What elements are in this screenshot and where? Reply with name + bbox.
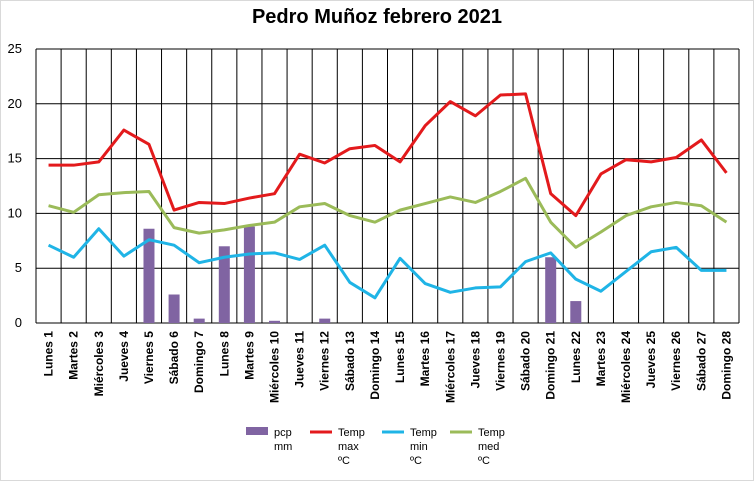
x-tick-label: Domingo 7 (192, 331, 206, 393)
x-tick-label: Lunes 1 (42, 331, 56, 377)
y-tick-label: 15 (8, 151, 22, 166)
x-tick-label: Jueves 25 (644, 331, 658, 389)
x-tick-label: Lunes 15 (393, 331, 407, 383)
bar-pcp (243, 226, 255, 323)
x-tick-label: Miércoles 24 (619, 331, 633, 403)
legend-label: pcp mm (274, 427, 292, 453)
x-tick-label: Miércoles 17 (443, 331, 457, 403)
x-tick-label: Lunes 22 (569, 331, 583, 383)
bar-pcp (545, 257, 557, 323)
series-line (48, 92, 728, 218)
x-tick-label: Miércoles 10 (268, 331, 282, 403)
x-tick-label: Jueves 4 (117, 331, 131, 382)
bar-pcp (193, 318, 205, 323)
y-tick-label: 5 (15, 260, 22, 275)
x-tick-label: Jueves 11 (293, 331, 307, 388)
x-tick-label: Domingo 28 (719, 331, 733, 400)
bar-pcp (218, 246, 230, 323)
series-line (48, 176, 728, 249)
x-tick-label: Martes 16 (418, 331, 432, 387)
y-tick-label: 10 (8, 205, 22, 220)
legend-label: Temp max ºC (338, 427, 365, 467)
x-tick-label: Martes 2 (67, 331, 81, 380)
bar-pcp (570, 301, 582, 323)
x-tick-label: Viernes 5 (142, 331, 156, 384)
x-tick-label: Jueves 18 (468, 331, 482, 389)
series-line (47, 227, 727, 300)
x-tick-label: Domingo 14 (368, 331, 382, 400)
legend-label: Temp min ºC (410, 427, 437, 467)
x-tick-label: Martes 9 (242, 331, 256, 380)
x-tick-label: Lunes 8 (217, 331, 231, 377)
y-tick-label: 20 (8, 96, 22, 111)
x-tick-label: Martes 23 (594, 331, 608, 387)
x-tick-label: Viernes 19 (493, 331, 507, 391)
chart-title: Pedro Muñoz febrero 2021 (251, 6, 503, 28)
x-tick-label: Sábado 27 (694, 331, 708, 391)
y-tick-label: 0 (15, 315, 22, 330)
y-tick-label: 25 (8, 41, 22, 56)
x-tick-label: Viernes 12 (318, 331, 332, 391)
bar-pcp (269, 320, 281, 323)
x-tick-label: Domingo 21 (544, 331, 558, 400)
x-tick-label: Sábado 6 (167, 331, 181, 385)
bar-pcp (319, 318, 331, 323)
legend-label: Temp med ºC (478, 427, 505, 467)
x-tick-label: Sábado 13 (343, 331, 357, 391)
x-tick-label: Miércoles 3 (92, 331, 106, 397)
x-tick-label: Viernes 26 (669, 331, 683, 391)
bar-pcp (143, 228, 155, 323)
legend-swatch (246, 427, 268, 435)
x-tick-label: Sábado 20 (519, 331, 533, 391)
bar-pcp (168, 294, 180, 323)
